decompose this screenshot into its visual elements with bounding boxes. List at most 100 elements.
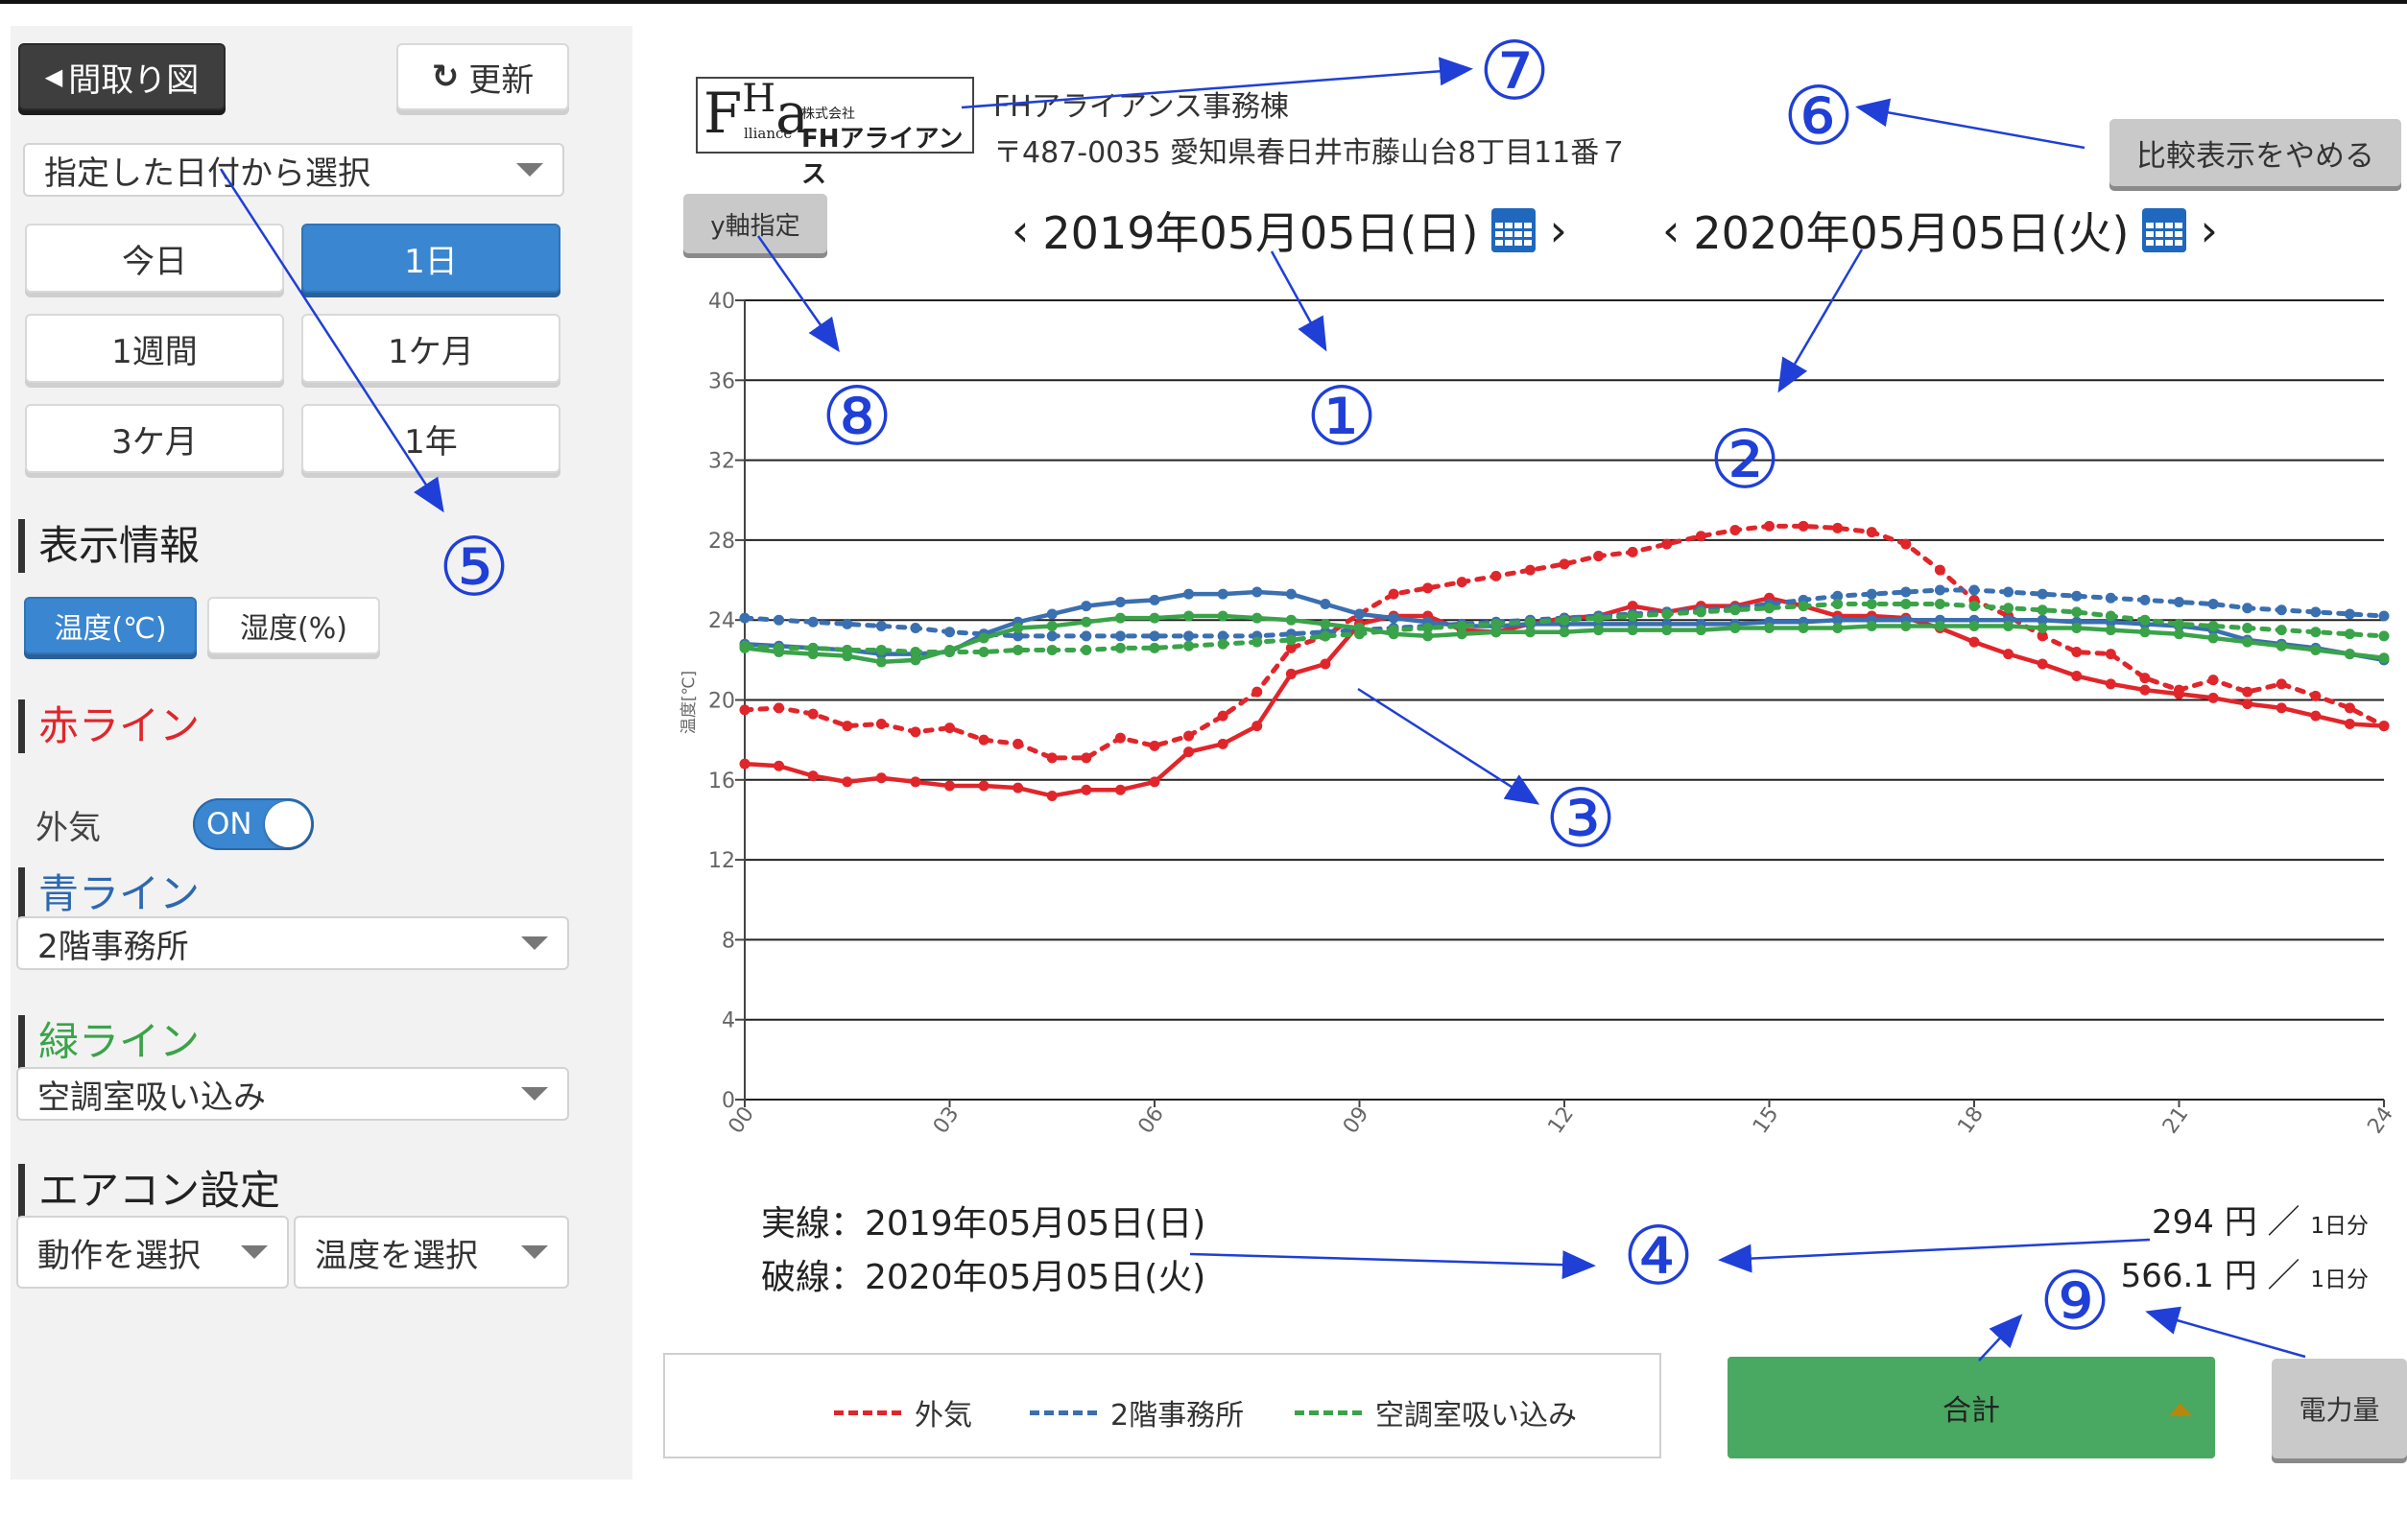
data-point <box>1524 627 1536 638</box>
data-point <box>1832 522 1844 533</box>
x-tick-label: 12 <box>1543 1102 1579 1138</box>
aircon-temperature-select[interactable]: 温度を選択 <box>294 1216 569 1289</box>
data-point <box>1046 608 1058 620</box>
data-point <box>2242 603 2253 614</box>
data-point <box>1661 608 1673 620</box>
x-tick-label: 21 <box>2158 1102 2194 1138</box>
data-point <box>2310 644 2322 655</box>
aircon-temperature-value: 温度を選択 <box>315 1236 478 1275</box>
data-point <box>1798 623 1809 634</box>
next-date1-button[interactable]: › <box>1549 204 1567 256</box>
total-button-label: 合計 <box>1942 1394 2000 1428</box>
data-point <box>1900 538 1912 550</box>
y-axis-label: 温度[℃] <box>679 671 699 734</box>
data-point <box>1968 584 1980 596</box>
data-point <box>1490 627 1502 638</box>
humidity-button[interactable]: 湿度(%) <box>207 597 380 654</box>
red-line-toggle[interactable]: ON <box>193 798 314 850</box>
data-point <box>1320 630 1331 642</box>
data-point <box>2378 630 2390 642</box>
total-button[interactable]: 合計 <box>1728 1357 2215 1458</box>
data-point <box>1388 612 1399 624</box>
aircon-action-select[interactable]: 動作を選択 <box>16 1216 289 1289</box>
data-point <box>1422 630 1434 642</box>
data-point <box>1866 599 1877 610</box>
temperature-button[interactable]: 温度(℃) <box>24 597 197 654</box>
chevron-down-icon <box>521 1245 548 1259</box>
chevron-down-icon <box>521 1087 548 1101</box>
data-point <box>1149 594 1160 605</box>
solid-line-caption: 実線：2019年05月05日(日) <box>761 1204 1206 1244</box>
data-point <box>774 614 785 626</box>
data-point <box>2071 647 2083 658</box>
data-point <box>2003 649 2014 660</box>
data-point <box>2037 614 2048 626</box>
x-tick-label: 15 <box>1749 1102 1784 1138</box>
y-tick-label: 4 <box>722 1009 735 1033</box>
logo-text: FHアライアンス <box>801 125 964 189</box>
chevron-left-icon: ◀ <box>44 63 63 90</box>
data-point <box>2207 620 2219 631</box>
data-point <box>2276 604 2287 616</box>
data-point <box>1114 784 1126 795</box>
data-point <box>2310 606 2322 618</box>
data-point <box>1593 625 1605 636</box>
data-point <box>2174 684 2184 696</box>
y-tick-label: 36 <box>708 369 735 393</box>
data-point <box>875 656 887 668</box>
legend-item-red: 外気 <box>834 1391 972 1433</box>
data-point <box>1866 588 1877 600</box>
data-point <box>1149 642 1160 653</box>
data-point <box>1217 588 1228 600</box>
display-info-heading: 表示情報 <box>18 519 200 573</box>
floorplan-button[interactable]: ◀ 間取り図 <box>18 43 226 110</box>
prev-date1-button[interactable]: ‹ <box>1012 204 1030 256</box>
data-point <box>774 760 785 771</box>
data-point <box>1934 620 1945 631</box>
data-point <box>2174 596 2184 607</box>
logo-sub: lliance <box>744 125 793 142</box>
data-point <box>2310 627 2322 638</box>
data-point <box>2071 606 2083 618</box>
data-point <box>774 642 785 653</box>
power-button[interactable]: 電力量 <box>2272 1359 2407 1458</box>
data-point <box>1183 746 1195 758</box>
calendar-icon[interactable] <box>2142 208 2187 252</box>
data-point <box>1832 623 1844 634</box>
data-point <box>842 618 853 629</box>
data-point <box>875 718 887 729</box>
data-point <box>1968 601 1980 612</box>
blue-line-select[interactable]: 2階事務所 <box>16 916 569 970</box>
next-date2-button[interactable]: › <box>2200 204 2218 256</box>
y-tick-label: 8 <box>722 929 735 953</box>
chevron-down-icon <box>516 163 543 177</box>
date1-label[interactable]: 2019年05月05日(日) <box>1042 207 1479 259</box>
company-address: 〒487-0035 愛知県春日井市藤山台8丁目11番７ <box>993 136 1629 170</box>
data-point <box>1183 630 1195 642</box>
sidebar: ◀ 間取り図 ↻ 更新 指定した日付から選択 今日 1日 1週間 1ケ月 3ケ月… <box>11 26 632 1480</box>
data-point <box>2037 630 2048 642</box>
top-border <box>0 0 2407 4</box>
data-point <box>1900 620 1912 631</box>
data-point <box>1013 644 1024 655</box>
data-point <box>978 647 989 658</box>
refresh-button[interactable]: ↻ 更新 <box>396 43 569 110</box>
blue-line-heading: 青ライン <box>18 867 200 921</box>
data-point <box>1456 620 1467 631</box>
data-point <box>1217 638 1228 650</box>
data-point <box>2378 721 2390 732</box>
data-point <box>1183 610 1195 622</box>
green-line-select[interactable]: 空調室吸い込み <box>16 1067 569 1121</box>
data-point <box>1934 584 1945 596</box>
data-point <box>2242 636 2253 648</box>
date2-nav: ‹ 2020年05月05日(火) › <box>1649 201 2231 259</box>
stop-compare-button[interactable]: 比較表示をやめる <box>2109 119 2401 186</box>
calendar-icon[interactable] <box>1491 208 1537 252</box>
data-point <box>842 721 853 732</box>
data-point <box>1729 604 1741 616</box>
date2-label[interactable]: 2020年05月05日(火) <box>1693 207 2130 259</box>
data-point <box>1900 586 1912 598</box>
prev-date2-button[interactable]: ‹ <box>1662 204 1680 256</box>
data-point <box>1251 612 1263 624</box>
data-point <box>1081 784 1092 795</box>
